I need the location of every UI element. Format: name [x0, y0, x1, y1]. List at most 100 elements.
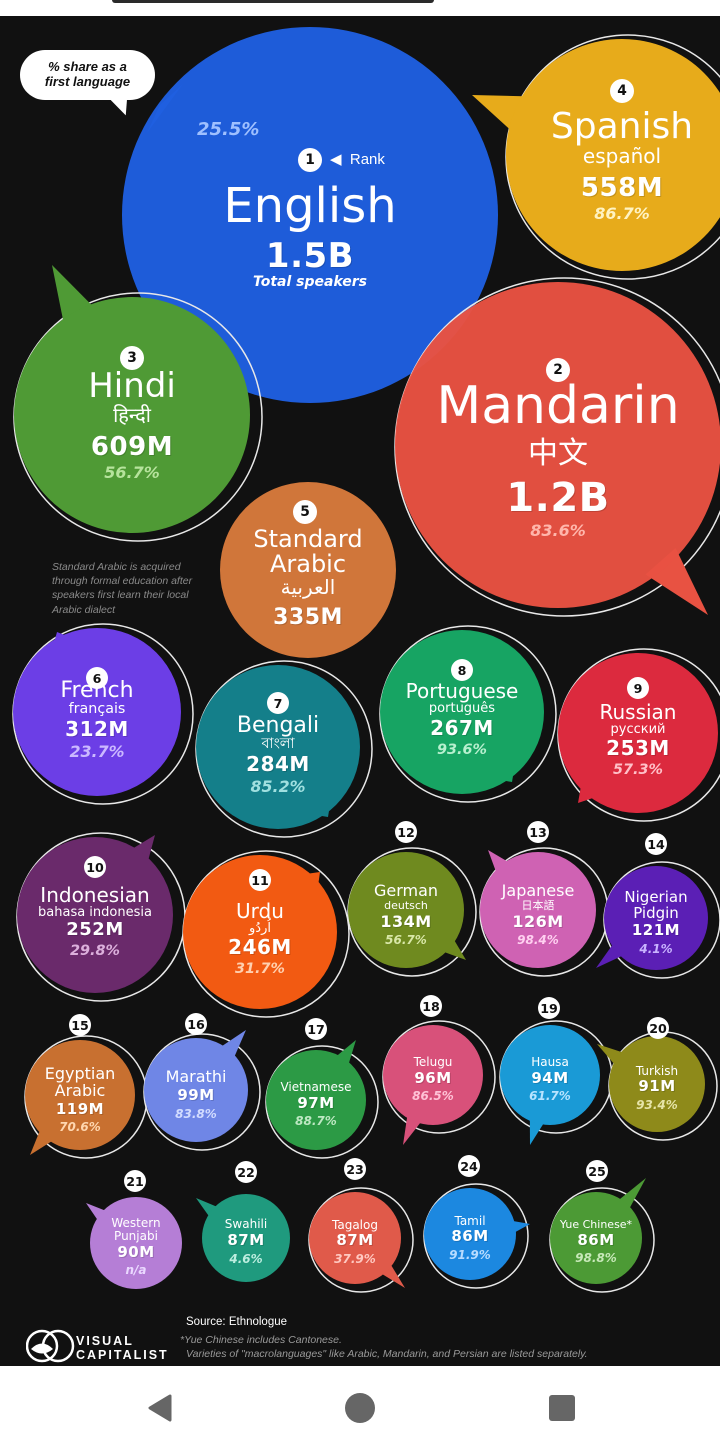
bubble-outline-ring: [347, 847, 477, 977]
language-speakers: 1.5B: [265, 236, 355, 276]
language-speakers: 558M: [580, 172, 664, 203]
bubble-circle: [395, 282, 720, 608]
language-speakers: 90M: [117, 1242, 155, 1261]
language-pct: n/a: [125, 1263, 147, 1278]
bubble-shape: [13, 265, 263, 542]
language-native: français: [68, 700, 126, 717]
bubble-outline-ring: [182, 850, 350, 1018]
language-speakers: 1.2B: [506, 475, 610, 522]
bubble-text: English 1.5B Total speakers 25.5%: [62, 0, 558, 463]
language-speakers: 87M: [336, 1231, 374, 1250]
legend-line-1: % share as a: [48, 59, 127, 75]
bubble-outline-ring: [12, 623, 194, 805]
home-icon[interactable]: [342, 1390, 378, 1426]
bubble-circle: [220, 482, 396, 658]
logo-text-line-2: CAPITALIST: [76, 1348, 169, 1362]
bubble-circle: [604, 866, 708, 970]
bubble-text: Swahili 87M 4.6%: [142, 1134, 350, 1342]
bubble-circle: [266, 1050, 366, 1150]
language-name: Marathi: [165, 1067, 227, 1087]
bubble-circle: [383, 1025, 483, 1125]
bubble-shape: [24, 1035, 148, 1159]
bubble-circle: [202, 1194, 290, 1282]
language-speakers: 253M: [606, 736, 670, 761]
language-pct: 29.8%: [70, 943, 120, 960]
back-icon[interactable]: [142, 1390, 178, 1426]
language-speakers: 94M: [531, 1068, 569, 1087]
language-pct: 93.4%: [636, 1098, 678, 1113]
language-name: Yue Chinese*: [559, 1218, 633, 1232]
bubble-text: Turkish 91M 93.4%: [549, 976, 720, 1192]
language-pct: 86.5%: [412, 1089, 454, 1104]
language-name: Indonesian: [40, 882, 150, 907]
language-native: español: [582, 143, 662, 168]
language-pct: 83.6%: [530, 521, 586, 541]
bubble-standard-arabic: Standard Arabic العربية 335M 5: [160, 422, 456, 718]
logo-text-line-1: VISUAL: [76, 1334, 134, 1348]
bubble-text: French français 312M 23.7%: [0, 568, 241, 856]
bubble-marathi: Marathi 99M 83.8% 16: [84, 978, 308, 1202]
bubble-text: Indonesian bahasa indonesia 252M 29.8%: [0, 777, 233, 1053]
rank-badge: 20: [647, 1017, 669, 1039]
bubble-text: Western Punjabi 90M n/a: [30, 1137, 242, 1349]
language-speakers: 96M: [414, 1068, 452, 1087]
bubble-circle: [424, 1188, 516, 1280]
bubble-shape: [308, 1187, 414, 1293]
bubble-shape: [220, 482, 396, 658]
bubble-vietnamese: Vietnamese 97M 88.7% 17: [206, 990, 426, 1210]
language-speakers: 284M: [246, 751, 310, 776]
bubble-outline-ring: [505, 34, 720, 280]
bubble-outline-ring: [13, 292, 263, 542]
source-text: Source: Ethnologue: [186, 1316, 288, 1328]
language-name: Tamil: [454, 1213, 486, 1228]
language-pct: 98.4%: [517, 933, 559, 948]
language-speakers: 87M: [227, 1231, 265, 1250]
bubble-circle: [609, 1036, 705, 1132]
bubble-outline-ring: [195, 660, 373, 838]
bubble-nigerian-pidgin: Nigerian Pidgin 121M 4.1% 14: [544, 806, 720, 1030]
bubble-text: German deutsch 134M 56.7%: [288, 792, 524, 1028]
language-name: Urdu: [236, 898, 284, 923]
language-name: Telugu: [413, 1055, 453, 1070]
bubble-text: Telugu 96M 86.5%: [323, 965, 543, 1185]
language-speakers: 97M: [297, 1093, 335, 1112]
language-name: English: [223, 177, 397, 234]
rank-badge: 9: [627, 677, 649, 699]
bubble-text: Portuguese português 267M 93.6%: [320, 570, 604, 854]
bubble-shape: [423, 1183, 530, 1289]
language-pct: 61.7%: [529, 1089, 571, 1104]
bubble-telugu: Telugu 96M 86.5% 18: [323, 965, 543, 1185]
language-pct: 88.7%: [295, 1114, 337, 1129]
bubble-tagalog: Tagalog 87M 37.9% 23: [249, 1132, 461, 1344]
language-pct: 98.8%: [575, 1251, 617, 1266]
rank-badge: 11: [249, 869, 271, 891]
rank-badge: 17: [305, 1018, 327, 1040]
bubble-shape: [499, 1020, 613, 1145]
bubble-text: Russian русский 253M 57.3%: [498, 593, 720, 873]
language-native: 中文: [528, 435, 588, 471]
footnote-yue: *Yue Chinese includes Cantonese.: [180, 1334, 342, 1346]
language-name: Spanish: [550, 105, 694, 147]
bubble-shape: [382, 1020, 496, 1145]
language-native: 日本語: [521, 899, 555, 913]
language-speakers: 86M: [451, 1227, 489, 1246]
bubble-circle: [380, 630, 544, 794]
language-pct: 83.8%: [175, 1106, 217, 1121]
language-pct: 31.7%: [235, 961, 285, 978]
language-pct: 56.7%: [385, 933, 427, 948]
bubble-circle: [309, 1192, 401, 1284]
bubble-text: Spanish español 558M 86.7%: [446, 0, 720, 331]
rank-badge: 19: [538, 997, 560, 1019]
bubble-circle: [14, 297, 250, 533]
language-speakers: 252M: [66, 919, 124, 941]
bubble-circle: [480, 852, 596, 968]
footnote-macrolanguages: Varieties of "macrolanguages" like Arabi…: [186, 1348, 588, 1360]
recents-icon[interactable]: [544, 1390, 580, 1426]
language-name: Japanese: [501, 881, 575, 901]
language-native: deutsch: [384, 899, 428, 913]
language-speakers: 91M: [638, 1077, 676, 1096]
bubble-circle: [144, 1038, 248, 1142]
language-speakers: 119M: [55, 1099, 105, 1118]
rank-badge: 12: [395, 821, 417, 843]
bubble-text: Standard Arabic العربية 335M: [160, 422, 456, 718]
